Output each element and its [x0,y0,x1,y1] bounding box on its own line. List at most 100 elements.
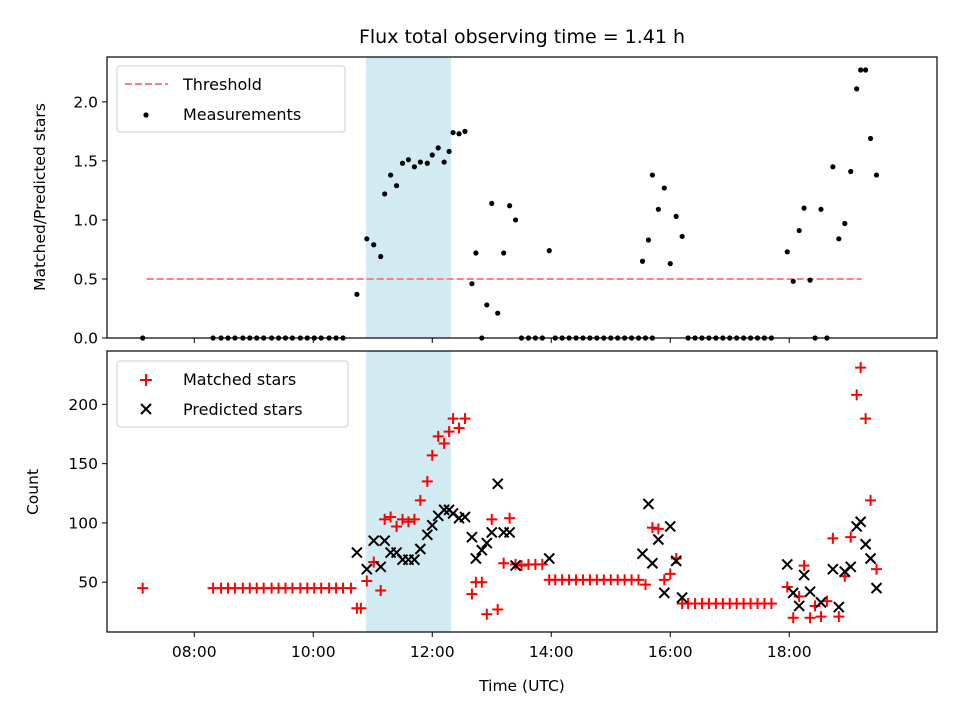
threshold-legend-label: Threshold [182,75,262,94]
bottom-panel: 50 100 150 200 08:00 10:00 12:00 14:00 16:00 18:… [24,350,938,695]
matched-star-point [426,449,438,461]
bottom-x-axis: 08:00 10:00 12:00 14:00 16:00 18:00 [172,632,812,661]
predicted-star-point [642,498,655,510]
matched-star-point [414,494,426,506]
matched-star-point [845,531,857,543]
measurement-point [501,250,507,256]
x-tick-label: 08:00 [172,643,217,661]
measurement-point [484,302,490,308]
measurement-point [639,258,646,264]
matched-star-point [787,612,799,624]
matched-star-point [447,413,459,425]
measurement-point [873,172,880,178]
bottom-y-tick-label: 200 [68,396,98,414]
measurement-point [507,203,513,209]
measurement-point [473,250,479,256]
top-y-axis: 0.0 0.5 1.0 1.5 2.0 [73,93,107,348]
bottom-y-axis: 50 100 150 200 [68,396,107,592]
predicted-star-point [426,519,438,531]
top-marks [140,67,880,341]
measurement-point [790,278,796,284]
predicted-star-point [351,546,363,559]
predicted-star-point [466,531,478,543]
measurement-point [645,237,652,243]
matched-star-point [504,512,516,524]
bottom-marks [137,362,883,624]
predicted-star-point [509,559,522,572]
measurements-legend-marker [143,112,149,118]
matched-star-point [375,585,387,597]
predicted-star-point [793,600,805,612]
matched-star-point [633,574,645,586]
bottom-y-tick-label: 50 [78,574,98,592]
measurement-point [388,172,394,178]
top-panel: 0.00.51.01.52.0 Matched/Predicted stars … [31,56,938,348]
measurement-point [784,249,790,255]
bottom-y-tick-label: 150 [68,455,98,473]
x-tick-label: 16:00 [648,643,693,661]
bottom-legend-box [116,360,349,428]
measurement-point [393,183,400,189]
measurement-point [411,164,418,170]
top-observing-window-shade [365,57,452,338]
measurement-point [417,159,423,165]
measurement-point [424,160,430,166]
matched-star-point [516,560,528,572]
predicted-star-point [378,534,391,547]
predicted-star-point [658,587,671,599]
top-y-tick-label: 0.5 [73,270,98,288]
matched-star-point [486,513,498,525]
measurement-point [863,67,869,73]
predicted-star-point [414,543,427,555]
predicted-star-point [652,533,665,546]
predicted-star-point [421,529,434,541]
measurement-point [830,164,836,170]
measurement-point [405,157,412,163]
matched-star-point [833,611,845,623]
matched-star-point [851,389,863,401]
measurement-point [450,129,456,136]
measurement-point [796,227,802,234]
predicted-star-point [438,504,450,516]
x-tick-label: 10:00 [291,643,336,661]
predicted-star-point [368,534,380,547]
measurement-point [842,220,848,227]
predicted-star-point [543,552,555,565]
top-legend-box [116,65,346,133]
predicted-star-point [854,516,867,528]
matched-star-point [443,426,455,438]
top-y-tick-label: 1.5 [73,152,98,170]
predicted-star-point [787,587,799,599]
top-x-ticks [193,338,790,343]
matched-star-point [798,560,810,572]
matched-star-point [827,532,839,544]
measurement-point [807,277,813,283]
x-tick-label: 18:00 [767,643,812,661]
measurement-point [378,253,384,260]
bottom-y-axis-label: Count [24,469,42,515]
matched-star-point [646,522,658,534]
matched-star-point [498,557,510,569]
matched-star-point [492,603,504,615]
matched-star-point [765,598,777,610]
measurement-point [354,291,360,297]
top-y-tick-label: 1.0 [73,211,98,229]
predicted-star-point [827,563,839,575]
top-plot-frame [106,56,938,339]
predicted-star-point [374,561,387,573]
predicted-star-point [476,544,488,556]
measurement-point [801,205,807,211]
measurement-point [854,86,860,92]
predicted-star-point [486,526,498,539]
matched-star-point [453,422,465,434]
matched-star-point [855,362,867,374]
measurements-legend-label: Measurements [183,105,301,124]
measurement-point [673,213,679,219]
predicted-star-point [646,557,659,569]
measurement-point [462,128,468,134]
matched-star-point [385,511,397,523]
matched-star-point [639,579,651,591]
measurement-point [512,217,519,223]
predicted-star-point [459,511,471,523]
